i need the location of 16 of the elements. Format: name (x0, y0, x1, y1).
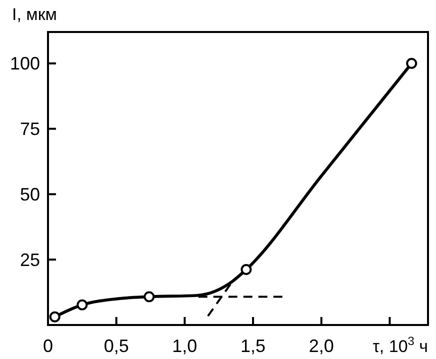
y-tick-label: 50 (20, 184, 40, 204)
y-tick-label: 75 (20, 119, 40, 140)
point (144, 291, 155, 302)
x-tick-label: 0,5 (104, 336, 129, 356)
y-axis-title: I, мкм (12, 5, 57, 24)
point (49, 311, 60, 322)
point (240, 264, 252, 276)
x-tick-label: 1,5 (240, 336, 266, 356)
y-tick-label: 100 (10, 54, 40, 74)
point (76, 299, 88, 310)
x-tick-label: 1,0 (172, 336, 198, 356)
y-tick-label: 25 (20, 250, 40, 270)
point (406, 58, 418, 69)
x-axis-title: τ, 10$^{3}$ ч (372, 334, 428, 356)
x-tick-label: 2,0 (308, 336, 334, 356)
x-tick-label: 0 (42, 336, 54, 356)
